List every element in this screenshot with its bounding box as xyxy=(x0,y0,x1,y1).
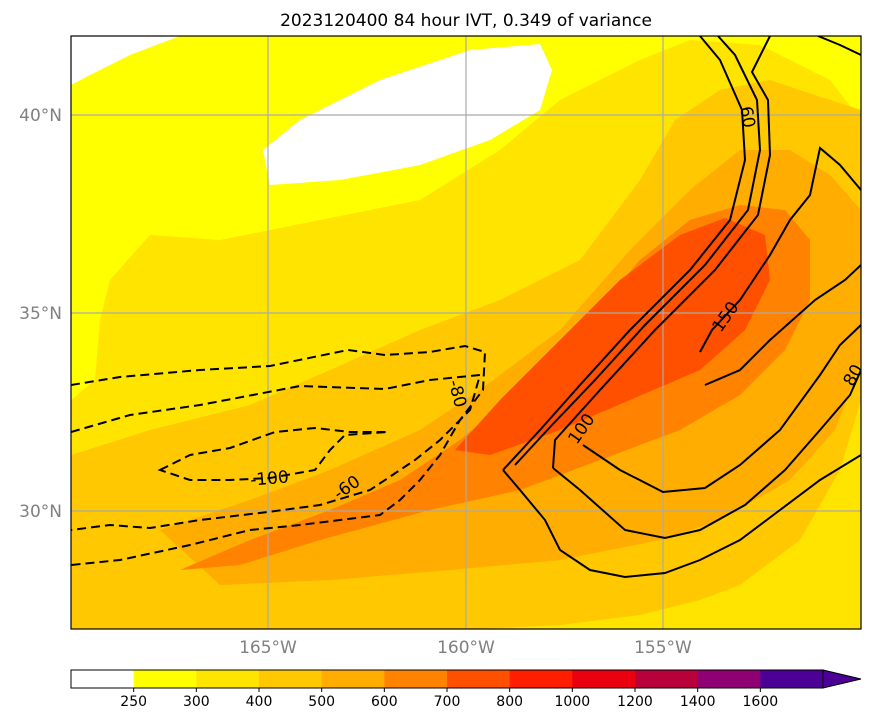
colorbar-block xyxy=(697,670,761,688)
contour-label-neg100: -100 xyxy=(249,467,289,490)
colorbar-tick-label: 400 xyxy=(246,694,273,710)
colorbar-tick-label: 800 xyxy=(496,694,523,710)
contour-60-inner xyxy=(514,36,762,466)
colorbar-block xyxy=(447,670,511,688)
colorbar-block xyxy=(259,670,323,688)
colorbar-ticks: 250 300 400 500 600 700 800 1000 1200 1400 1600 xyxy=(120,688,778,710)
colorbar-block xyxy=(384,670,448,688)
colorbar-tick-label: 1400 xyxy=(680,694,716,710)
lat-label-40n: 40°N xyxy=(19,106,62,126)
contour-80 xyxy=(582,324,861,494)
lon-label-160w: 160°W xyxy=(437,638,495,658)
colorbar-block xyxy=(71,670,135,688)
colorbar-block xyxy=(572,670,636,688)
contour-label-60: 60 xyxy=(735,105,758,130)
colorbar-block xyxy=(321,670,385,688)
contour-150-lower xyxy=(704,264,861,386)
lat-label-30n: 30°N xyxy=(19,502,62,522)
colorbar-block xyxy=(196,670,260,688)
dashed-contours xyxy=(71,344,487,566)
colorbar-tick-label: 1600 xyxy=(743,694,779,710)
colorbar-tick-label: 600 xyxy=(371,694,398,710)
colorbar-tick-label: 700 xyxy=(434,694,461,710)
colorbar: 250 300 400 500 600 700 800 1000 1200 1400 1600 xyxy=(70,669,862,710)
contour-loop-100 xyxy=(502,454,861,579)
contour-neg-60 xyxy=(71,373,482,531)
ivt-band-700 xyxy=(455,218,770,455)
figure-title: 2023120400 84 hour IVT, 0.349 of varianc… xyxy=(280,11,652,31)
lon-label-165w: 165°W xyxy=(239,638,297,658)
lat-label-35n: 35°N xyxy=(19,304,62,324)
gridlines xyxy=(71,36,861,629)
colorbar-tick-label: 500 xyxy=(308,694,335,710)
colorbar-tick-label: 1200 xyxy=(617,694,653,710)
colorbar-tick-label: 250 xyxy=(120,694,147,710)
contour-150 xyxy=(699,146,861,353)
map-panel: 60 150 100 80 -80 -100 -60 xyxy=(71,36,861,629)
colorbar-blocks xyxy=(71,670,824,688)
ivt-band-below-250-corner xyxy=(71,36,180,85)
colorbar-block xyxy=(635,670,699,688)
solid-contours xyxy=(502,36,861,579)
colorbar-tick-label: 300 xyxy=(183,694,210,710)
colorbar-block xyxy=(133,670,197,688)
contour-loop-inner xyxy=(552,369,861,540)
colorbar-tick-label: 1000 xyxy=(555,694,591,710)
colorbar-extend-arrow xyxy=(822,669,862,689)
colorbar-block xyxy=(509,670,573,688)
contour-60-outer xyxy=(502,36,747,471)
contour-neg-100 xyxy=(157,426,389,481)
contour-top-right xyxy=(817,36,861,56)
map-frame xyxy=(70,35,862,630)
colorbar-block xyxy=(760,670,824,688)
contour-60-right xyxy=(552,36,772,469)
lon-label-155w: 155°W xyxy=(634,638,692,658)
